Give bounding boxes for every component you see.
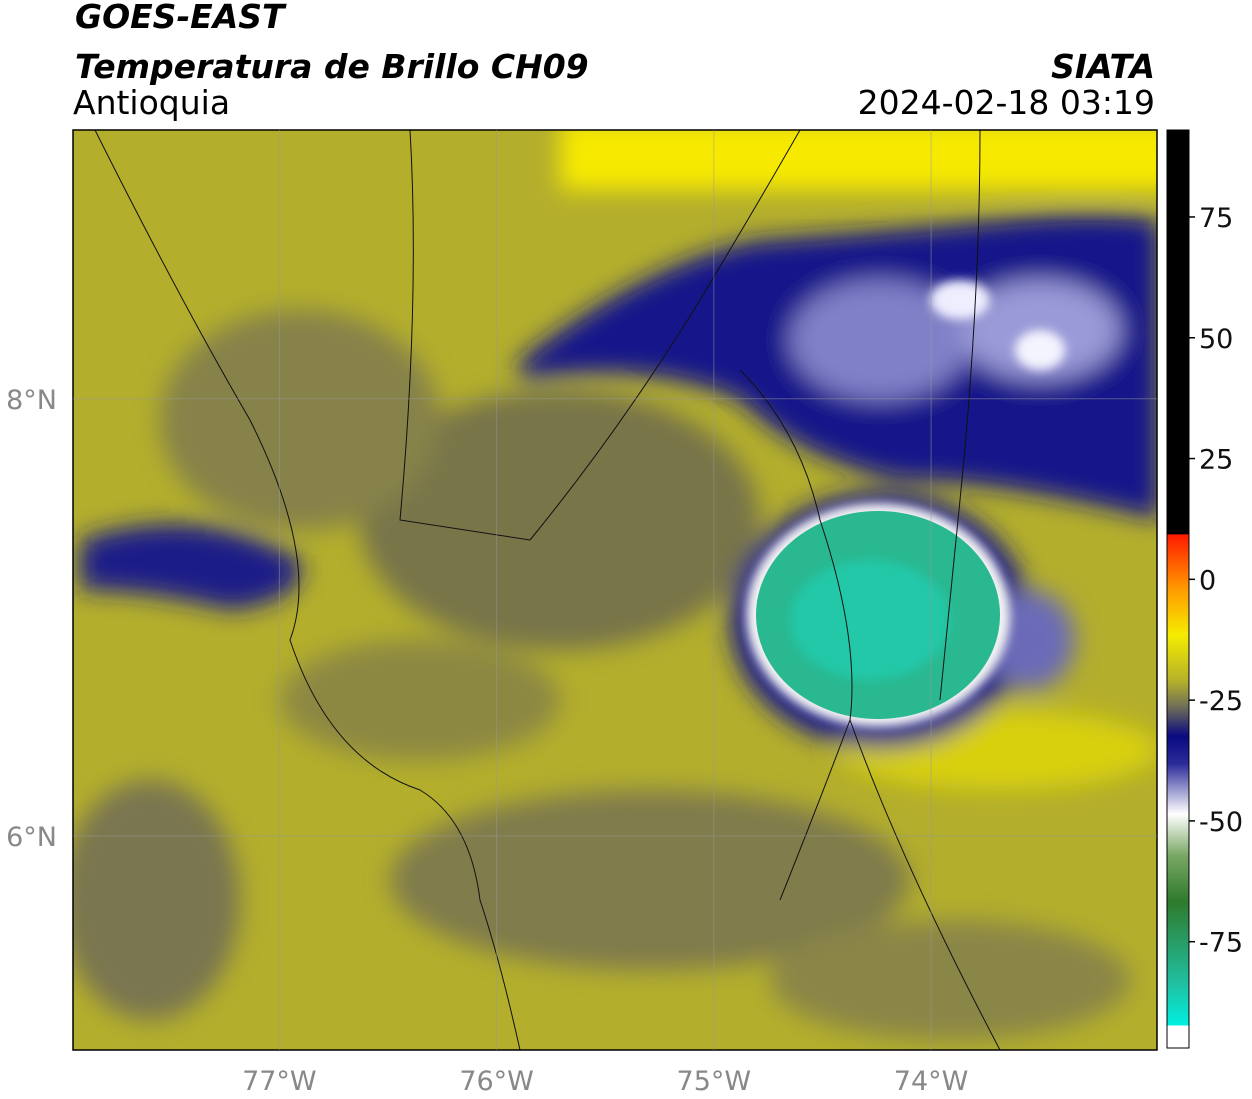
x-tick-label: 75°W [677, 1066, 752, 1097]
colorbar-tick-label: -25 [1199, 686, 1243, 717]
x-tick-label: 74°W [894, 1066, 969, 1097]
datetime: 2024-02-18 03:19 [858, 83, 1155, 122]
source: SIATA [1051, 47, 1155, 86]
colorbar-tick-label: 75 [1199, 203, 1233, 234]
x-tick-label: 76°W [459, 1066, 534, 1097]
colorbar-tick-label: 50 [1199, 324, 1233, 355]
colorbar [1166, 129, 1190, 1049]
satellite-image [73, 130, 1157, 1050]
map-frame [72, 129, 1158, 1051]
region: Antioquia [73, 83, 230, 122]
colorbar-tick-label: 0 [1199, 565, 1216, 596]
title: GOES-EAST [75, 0, 287, 36]
colorbar-tick-label: -75 [1199, 928, 1243, 959]
y-tick-label: 6°N [6, 822, 57, 853]
y-tick-label: 8°N [6, 385, 57, 416]
x-tick-label: 77°W [242, 1066, 317, 1097]
colorbar-tick-label: 25 [1199, 445, 1233, 476]
colorbar-tick-label: -50 [1199, 807, 1243, 838]
subtitle: Temperatura de Brillo CH09 [75, 47, 589, 86]
